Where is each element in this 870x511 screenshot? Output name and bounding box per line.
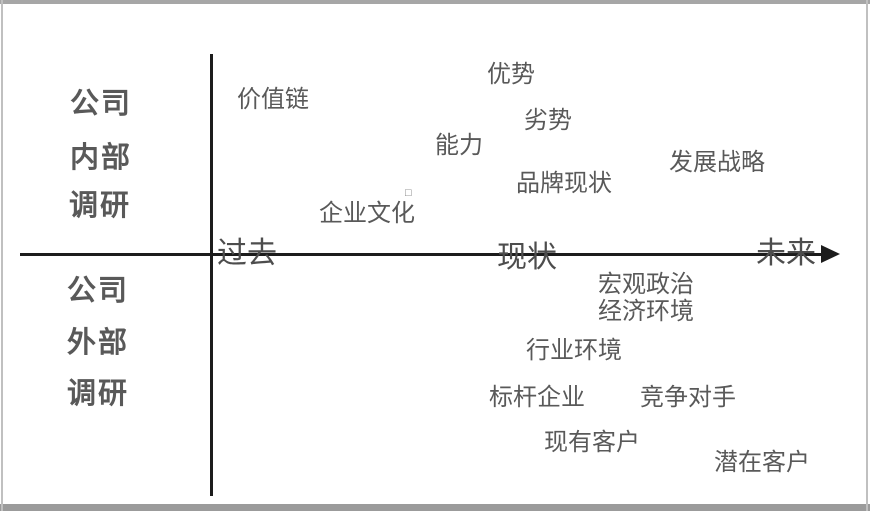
frame-right-edge xyxy=(866,0,868,511)
node-weaknesses: 劣势 xyxy=(524,107,572,134)
timeline-arrowhead-icon xyxy=(821,245,840,263)
node-capability: 能力 xyxy=(435,132,483,159)
node-industry-environment: 行业环境 xyxy=(526,337,622,364)
node-potential-customers: 潜在客户 xyxy=(714,449,810,476)
node-benchmark-companies: 标杆企业 xyxy=(489,384,585,411)
external-research-label-line2: 外部 xyxy=(67,327,130,359)
node-macro-political-economic-environment: 宏观政治 经济环境 xyxy=(598,271,694,325)
external-research-label-line3: 调研 xyxy=(67,378,130,410)
node-brand-status: 品牌现状 xyxy=(516,170,612,197)
footnote-box-icon: □ xyxy=(405,187,412,199)
axis-label-future: 未来 xyxy=(756,237,816,270)
node-existing-customers: 现有客户 xyxy=(544,429,640,456)
node-corporate-culture: 企业文化 xyxy=(319,200,415,227)
internal-research-label-line1: 公司 xyxy=(70,88,133,120)
node-value-chain: 价值链 xyxy=(237,86,309,113)
external-research-label-line1: 公司 xyxy=(67,275,130,307)
axis-label-past: 过去 xyxy=(217,237,277,270)
horizontal-timeline-axis xyxy=(20,253,824,256)
vertical-divider-line xyxy=(210,54,213,496)
node-development-strategy: 发展战略 xyxy=(669,149,765,176)
node-strengths: 优势 xyxy=(487,61,535,88)
internal-research-label-line3: 调研 xyxy=(69,190,132,222)
frame-bottom-edge xyxy=(0,504,870,511)
node-competitors: 竞争对手 xyxy=(640,384,736,411)
internal-research-label-line2: 内部 xyxy=(70,142,133,174)
axis-label-present: 现状 xyxy=(497,241,557,274)
frame-left-edge xyxy=(1,0,3,511)
frame-top-edge xyxy=(0,0,870,4)
